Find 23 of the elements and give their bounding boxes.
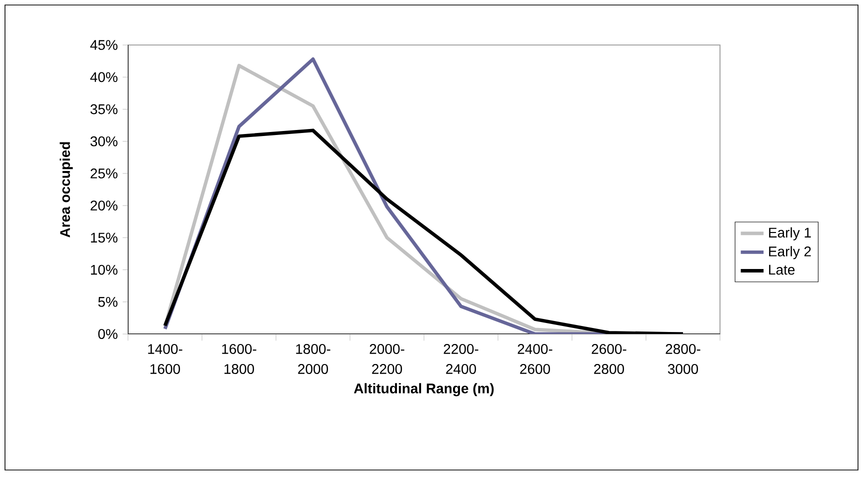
y-tick-label: 25%	[90, 168, 118, 178]
y-tick-label: 10%	[91, 264, 118, 275]
y-tick-label: 0%	[98, 329, 118, 339]
x-tick-label: 2800-3000	[666, 344, 700, 374]
y-tick-label: 20%	[90, 200, 118, 211]
x-tick-label: 2000-2200	[370, 344, 404, 374]
x-tick-label: 2200-2400	[444, 344, 478, 374]
y-tick-label: 5%	[98, 296, 118, 307]
y-tick-label: 35%	[90, 104, 118, 114]
legend-label: Early 2	[769, 246, 811, 260]
y-tick-label: 15%	[91, 232, 118, 243]
legend-label: Early 1	[769, 227, 811, 240]
x-axis-title: Altitudinal Range (m)	[354, 383, 494, 396]
x-tick-label: 2600-2800	[592, 344, 626, 374]
y-tick-label: 45%	[90, 40, 118, 50]
x-tick-label: 2400-2600	[518, 344, 552, 374]
x-tick-label: 1600-1800	[222, 344, 256, 374]
y-tick-label: 30%	[90, 136, 118, 146]
legend-label: Late	[769, 264, 795, 275]
y-axis-title: Area occupied	[60, 142, 73, 238]
x-tick-label: 1400-1600	[148, 344, 182, 374]
x-tick-label: 1800-2000	[296, 344, 330, 374]
y-tick-label: 40%	[90, 72, 118, 82]
